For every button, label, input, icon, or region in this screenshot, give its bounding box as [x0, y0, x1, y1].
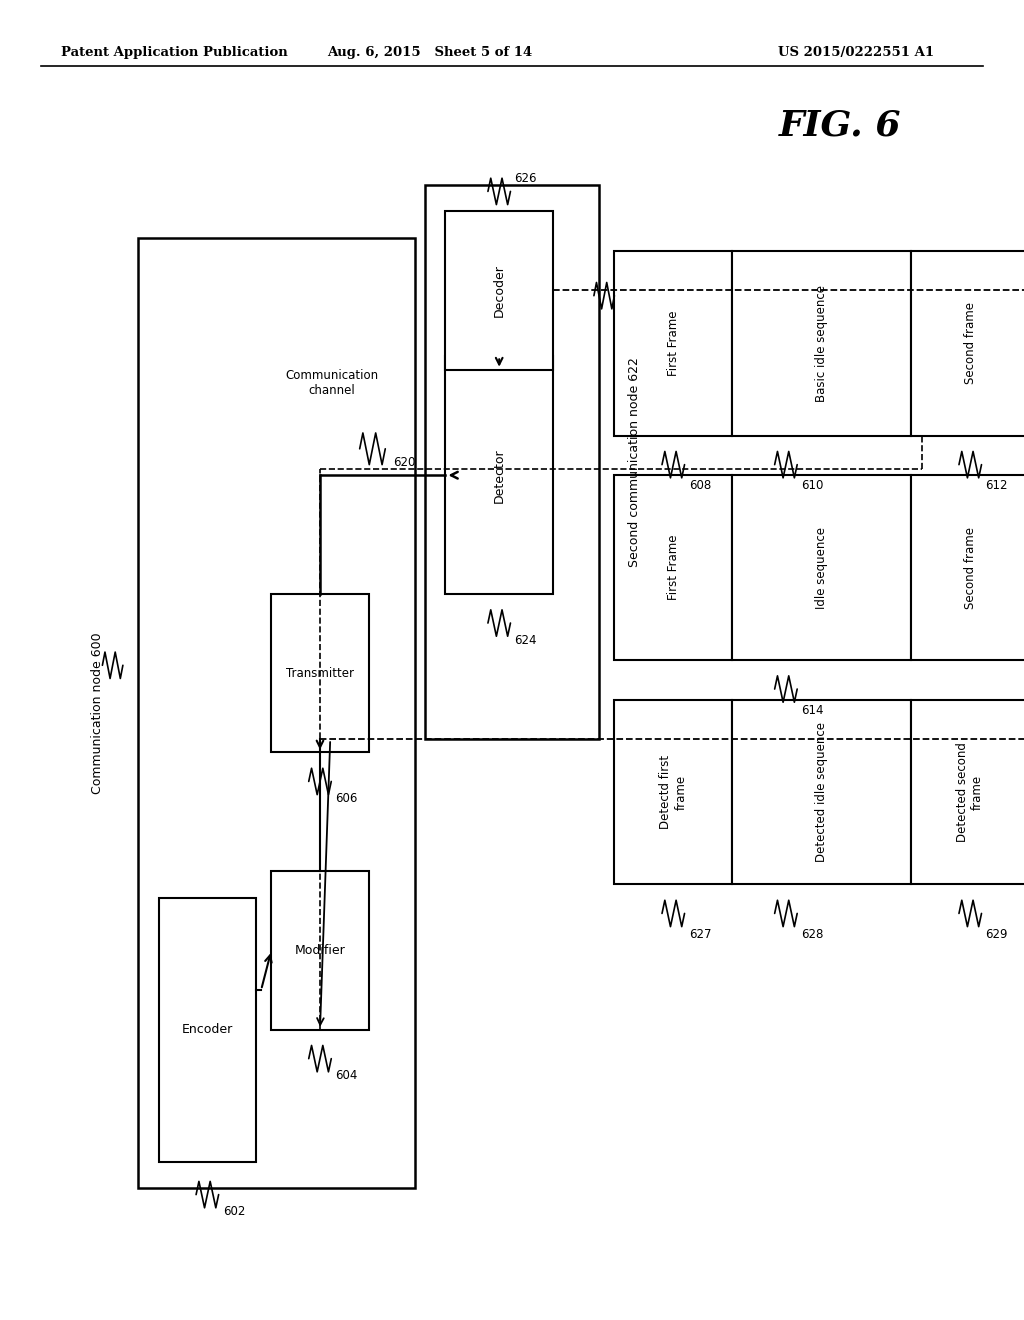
- Text: Aug. 6, 2015   Sheet 5 of 14: Aug. 6, 2015 Sheet 5 of 14: [328, 46, 532, 59]
- Text: 624: 624: [514, 634, 537, 647]
- Text: 626: 626: [514, 172, 537, 185]
- Bar: [732, 475, 911, 660]
- Text: Communication node 600: Communication node 600: [91, 632, 103, 793]
- Text: Second frame: Second frame: [964, 302, 977, 384]
- Text: Basic idle sequence: Basic idle sequence: [815, 285, 828, 401]
- Text: Modifier: Modifier: [295, 944, 345, 957]
- Text: 608: 608: [688, 479, 711, 492]
- Text: 604: 604: [336, 1069, 357, 1082]
- Text: Detected idle sequence: Detected idle sequence: [815, 722, 828, 862]
- Text: First Frame: First Frame: [667, 310, 680, 376]
- Bar: [732, 700, 911, 884]
- Text: Second communication node 622: Second communication node 622: [629, 358, 641, 566]
- Text: Transmitter: Transmitter: [286, 667, 354, 680]
- Text: 629: 629: [985, 928, 1008, 941]
- Text: Decoder: Decoder: [493, 264, 506, 317]
- Bar: [445, 356, 553, 594]
- Bar: [614, 475, 732, 660]
- Text: 620: 620: [393, 455, 416, 469]
- Text: Detector: Detector: [493, 447, 506, 503]
- Text: Encoder: Encoder: [181, 1023, 233, 1036]
- Bar: [911, 251, 1024, 436]
- Text: Detectd first
frame: Detectd first frame: [659, 755, 687, 829]
- Bar: [614, 700, 732, 884]
- Text: 612: 612: [985, 479, 1008, 492]
- Text: 610: 610: [801, 479, 823, 492]
- Text: 602: 602: [223, 1205, 245, 1218]
- Text: 614: 614: [801, 704, 823, 717]
- Text: FIG. 6: FIG. 6: [778, 108, 901, 143]
- Text: 627: 627: [688, 928, 711, 941]
- Bar: [445, 211, 553, 370]
- Bar: [911, 700, 1024, 884]
- Text: Second frame: Second frame: [964, 527, 977, 609]
- Text: Idle sequence: Idle sequence: [815, 527, 828, 609]
- Bar: [614, 251, 732, 436]
- Text: First Frame: First Frame: [667, 535, 680, 601]
- Bar: [425, 185, 599, 739]
- Bar: [159, 898, 256, 1162]
- Bar: [271, 871, 369, 1030]
- Text: Communication
channel: Communication channel: [285, 368, 378, 397]
- Text: Patent Application Publication: Patent Application Publication: [61, 46, 288, 59]
- Bar: [138, 238, 415, 1188]
- Bar: [271, 594, 369, 752]
- Text: Detected second
frame: Detected second frame: [956, 742, 984, 842]
- Bar: [732, 251, 911, 436]
- Text: 628: 628: [801, 928, 823, 941]
- Bar: [911, 475, 1024, 660]
- Text: US 2015/0222551 A1: US 2015/0222551 A1: [778, 46, 934, 59]
- Text: 606: 606: [336, 792, 357, 805]
